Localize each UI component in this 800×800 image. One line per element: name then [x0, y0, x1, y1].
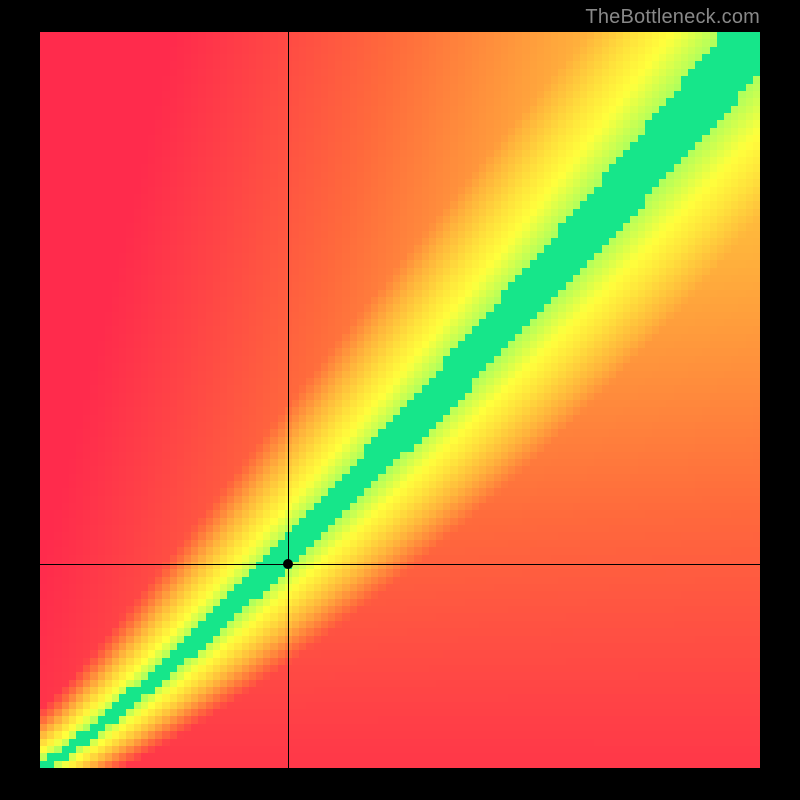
- watermark-text: TheBottleneck.com: [585, 6, 760, 29]
- heatmap-canvas: [40, 32, 760, 768]
- bottleneck-heatmap: [40, 32, 760, 768]
- crosshair-horizontal: [40, 564, 760, 565]
- crosshair-vertical: [288, 32, 289, 768]
- selection-marker: [283, 559, 293, 569]
